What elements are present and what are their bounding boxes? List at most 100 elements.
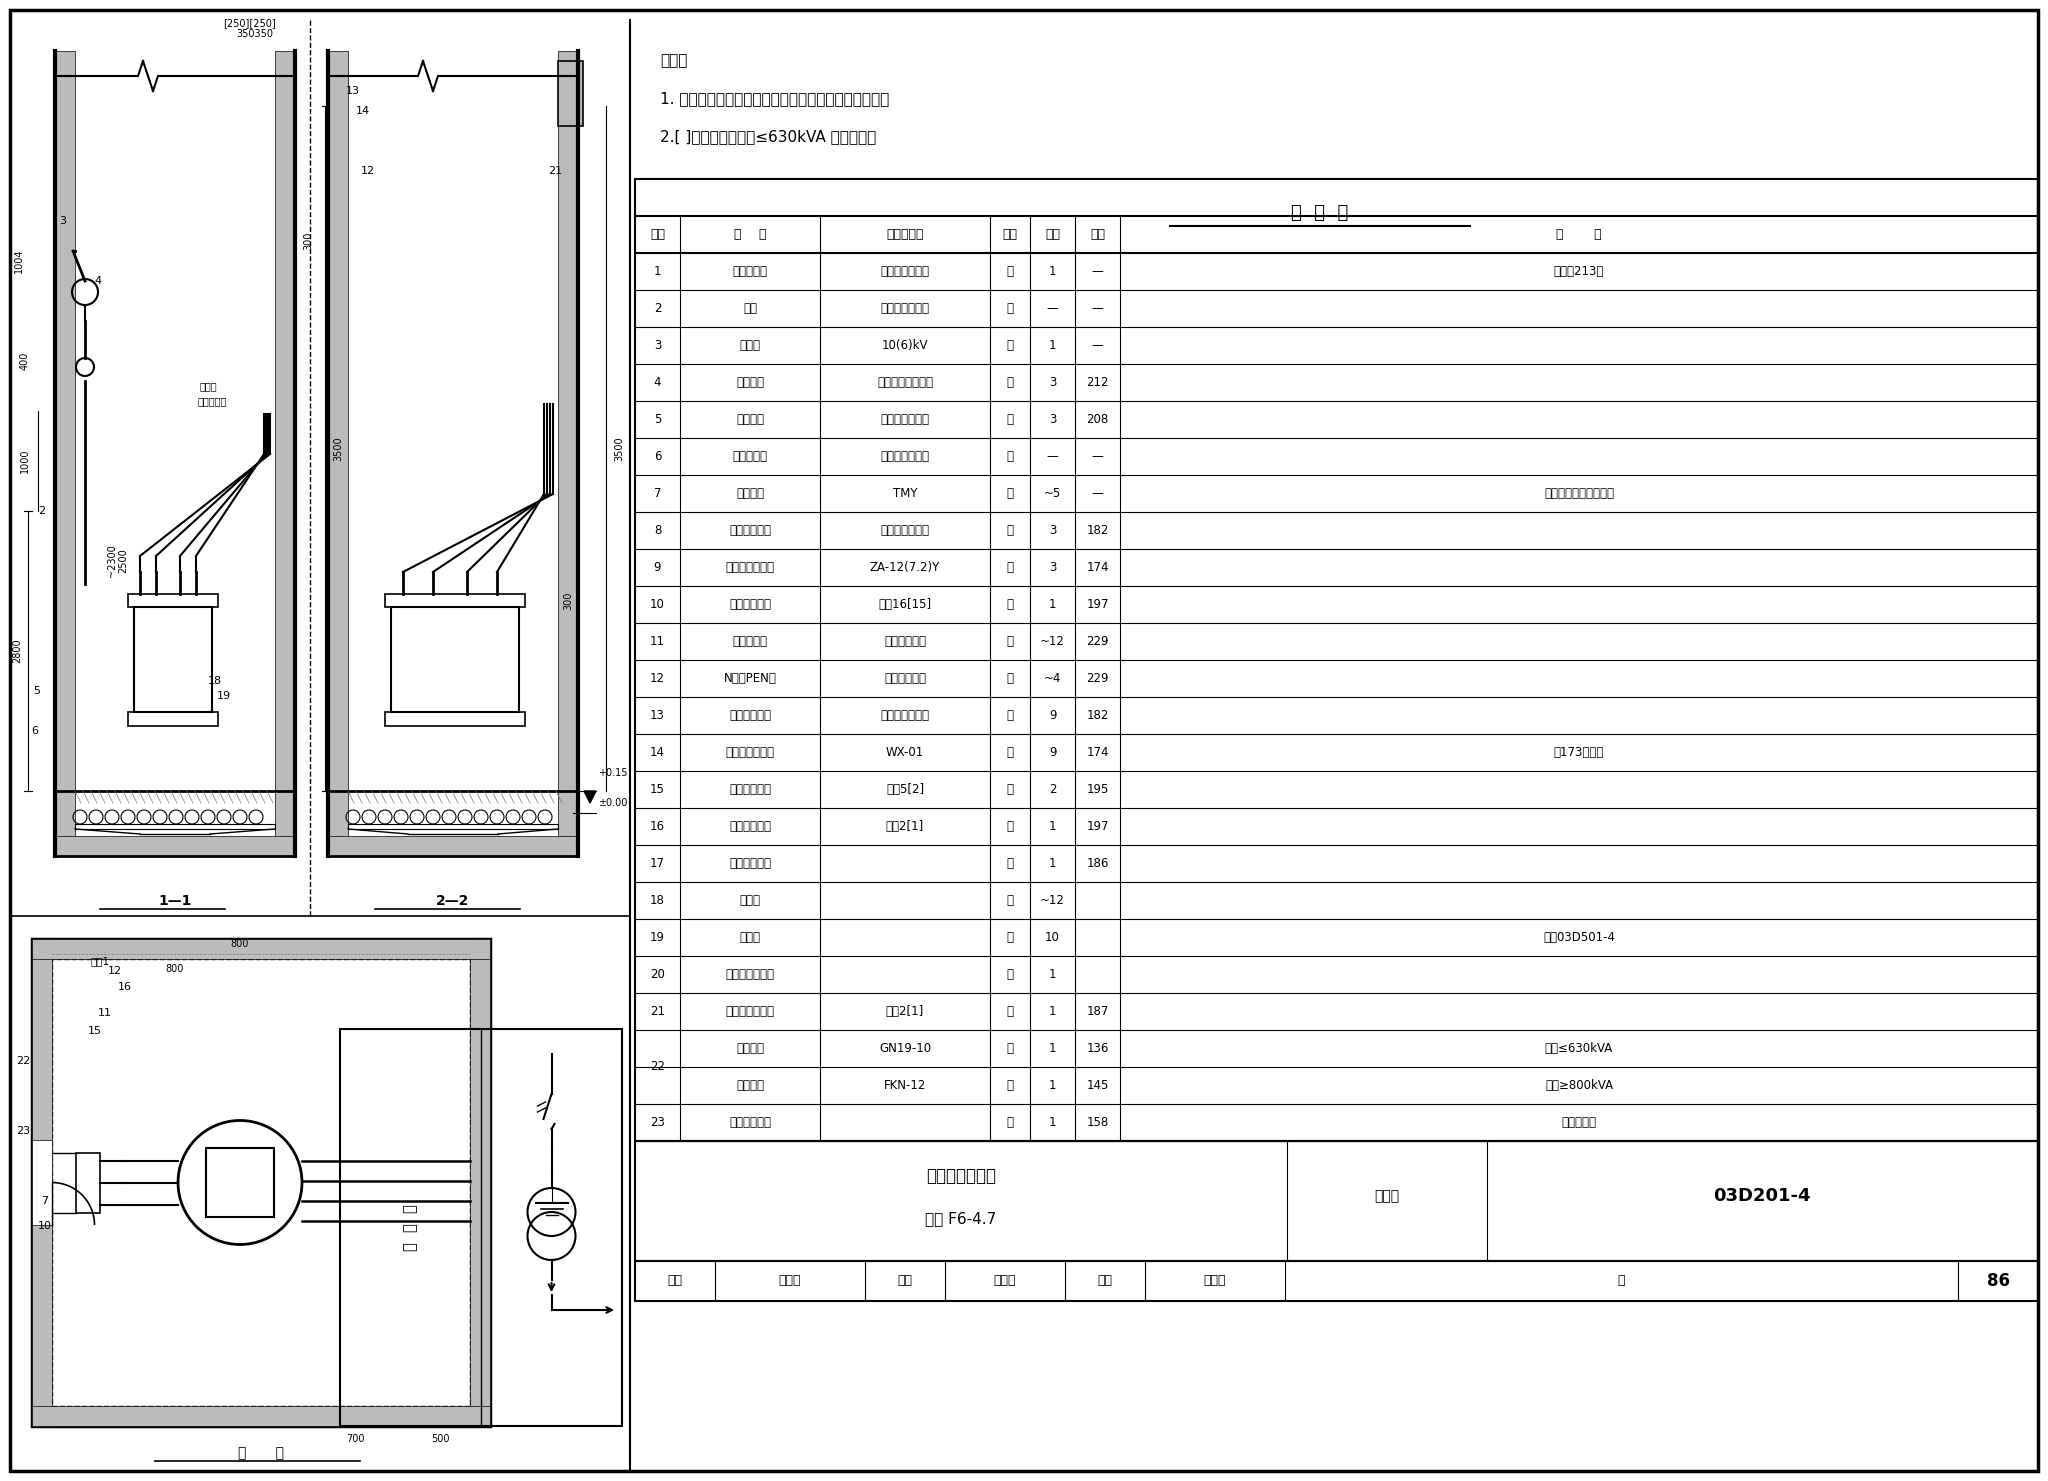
Text: 6: 6 bbox=[653, 450, 662, 464]
Text: 个: 个 bbox=[1006, 969, 1014, 980]
Text: 145: 145 bbox=[1085, 1080, 1108, 1091]
Text: 米: 米 bbox=[1006, 487, 1014, 501]
Text: 16: 16 bbox=[119, 982, 131, 992]
Text: 明  细  表: 明 细 表 bbox=[1292, 204, 1350, 222]
Text: —: — bbox=[1092, 339, 1104, 352]
Bar bbox=[133, 607, 213, 712]
Text: 1: 1 bbox=[1049, 857, 1057, 869]
Text: ZA-12(7.2)Y: ZA-12(7.2)Y bbox=[870, 561, 940, 575]
Text: 套: 套 bbox=[1006, 1006, 1014, 1017]
Text: 136: 136 bbox=[1085, 1043, 1108, 1054]
Text: 低压母线支架: 低压母线支架 bbox=[729, 783, 770, 795]
Bar bbox=[557, 50, 578, 856]
Text: 台: 台 bbox=[1006, 265, 1014, 278]
Text: 型式2[1]: 型式2[1] bbox=[887, 820, 924, 832]
Text: 高压母线夹具: 高压母线夹具 bbox=[729, 524, 770, 538]
Text: 1: 1 bbox=[1049, 820, 1057, 832]
Text: 备       注: 备 注 bbox=[1556, 228, 1602, 241]
Text: 13: 13 bbox=[346, 86, 360, 96]
Text: 个: 个 bbox=[1006, 376, 1014, 390]
Text: 付: 付 bbox=[1006, 857, 1014, 869]
Text: 电车线路绝缘子: 电车线路绝缘子 bbox=[725, 746, 774, 758]
Bar bbox=[76, 823, 274, 829]
Bar bbox=[33, 1405, 489, 1426]
Text: 1004: 1004 bbox=[14, 249, 25, 274]
Text: 9: 9 bbox=[653, 561, 662, 575]
Text: 182: 182 bbox=[1085, 524, 1108, 538]
Text: 20: 20 bbox=[649, 969, 666, 980]
Text: ~5: ~5 bbox=[1044, 487, 1061, 501]
Text: 低压母线夹板: 低压母线夹板 bbox=[729, 857, 770, 869]
Text: 400: 400 bbox=[20, 352, 31, 370]
Bar bbox=[51, 960, 469, 1405]
Text: 校对: 校对 bbox=[897, 1275, 913, 1287]
Text: 3: 3 bbox=[1049, 413, 1057, 427]
Text: 3500: 3500 bbox=[334, 437, 342, 461]
Text: 300: 300 bbox=[303, 233, 313, 250]
Text: 2.[ ]内数字用于容量≤630kVA 的变压器。: 2.[ ]内数字用于容量≤630kVA 的变压器。 bbox=[659, 129, 877, 145]
Text: 序号: 序号 bbox=[649, 228, 666, 241]
Text: 03D201-4: 03D201-4 bbox=[1714, 1186, 1810, 1206]
Text: 9: 9 bbox=[1049, 709, 1057, 723]
Polygon shape bbox=[584, 791, 596, 803]
Text: N线或PEN线: N线或PEN线 bbox=[723, 672, 776, 686]
Text: 接地线: 接地线 bbox=[201, 381, 217, 391]
Text: 7: 7 bbox=[41, 1197, 49, 1206]
Text: 用于≥800kVA: 用于≥800kVA bbox=[1544, 1080, 1614, 1091]
Bar bbox=[340, 1029, 623, 1426]
Text: 300: 300 bbox=[563, 592, 573, 610]
Text: 由工程设计确定: 由工程设计确定 bbox=[881, 302, 930, 315]
Bar bbox=[328, 50, 348, 856]
Text: 米: 米 bbox=[1006, 450, 1014, 464]
Text: —: — bbox=[1047, 302, 1059, 315]
Text: 12: 12 bbox=[360, 166, 375, 176]
Text: 350350: 350350 bbox=[236, 30, 274, 39]
Text: 规格按变压器容量确定: 规格按变压器容量确定 bbox=[1544, 487, 1614, 501]
Text: 229: 229 bbox=[1085, 672, 1108, 686]
Text: 接线端子: 接线端子 bbox=[735, 376, 764, 390]
Bar bbox=[33, 1140, 51, 1225]
Text: TMY: TMY bbox=[893, 487, 918, 501]
Text: 5: 5 bbox=[653, 413, 662, 427]
Bar bbox=[328, 835, 578, 856]
Text: 21: 21 bbox=[549, 166, 561, 176]
Text: 临时接地接线柱: 临时接地接线柱 bbox=[725, 969, 774, 980]
Text: 电缆头: 电缆头 bbox=[739, 339, 760, 352]
Text: 11: 11 bbox=[98, 1009, 113, 1017]
Text: 设计: 设计 bbox=[1098, 1275, 1112, 1287]
Text: 数量: 数量 bbox=[1044, 228, 1061, 241]
Text: 米: 米 bbox=[1006, 302, 1014, 315]
Text: 16: 16 bbox=[649, 820, 666, 832]
Text: 6: 6 bbox=[31, 726, 39, 736]
Text: 高压母线: 高压母线 bbox=[735, 487, 764, 501]
Text: 12: 12 bbox=[649, 672, 666, 686]
Text: 至接地装置: 至接地装置 bbox=[199, 395, 227, 406]
Text: 用于≤630kVA: 用于≤630kVA bbox=[1544, 1043, 1614, 1054]
Text: 名    称: 名 称 bbox=[733, 228, 766, 241]
Text: 212: 212 bbox=[1085, 376, 1108, 390]
Text: 17: 17 bbox=[649, 857, 666, 869]
Text: 3: 3 bbox=[653, 339, 662, 352]
Bar bbox=[76, 1152, 100, 1213]
Text: 1: 1 bbox=[1049, 265, 1057, 278]
Text: 付: 付 bbox=[1006, 709, 1014, 723]
Text: 按母线截面确定: 按母线截面确定 bbox=[881, 524, 930, 538]
Text: 1: 1 bbox=[1049, 1043, 1057, 1054]
Text: 按电缆外径确定: 按电缆外径确定 bbox=[881, 413, 930, 427]
Text: 18: 18 bbox=[209, 675, 221, 686]
Text: 22: 22 bbox=[649, 1060, 666, 1074]
Text: +0.15: +0.15 bbox=[598, 769, 627, 778]
Text: 米: 米 bbox=[1006, 672, 1014, 686]
Text: 9: 9 bbox=[1049, 746, 1057, 758]
Text: 10: 10 bbox=[1044, 932, 1061, 943]
Bar bbox=[33, 939, 489, 960]
Text: —: — bbox=[1092, 302, 1104, 315]
Text: 700: 700 bbox=[346, 1434, 365, 1444]
Text: —: — bbox=[1092, 265, 1104, 278]
Text: 说明：: 说明： bbox=[659, 53, 688, 68]
Text: 见附录（四）: 见附录（四） bbox=[885, 672, 926, 686]
Text: 229: 229 bbox=[1085, 635, 1108, 649]
Text: 个: 个 bbox=[1006, 932, 1014, 943]
Text: 800: 800 bbox=[231, 939, 250, 949]
Text: 页: 页 bbox=[1618, 1275, 1626, 1287]
